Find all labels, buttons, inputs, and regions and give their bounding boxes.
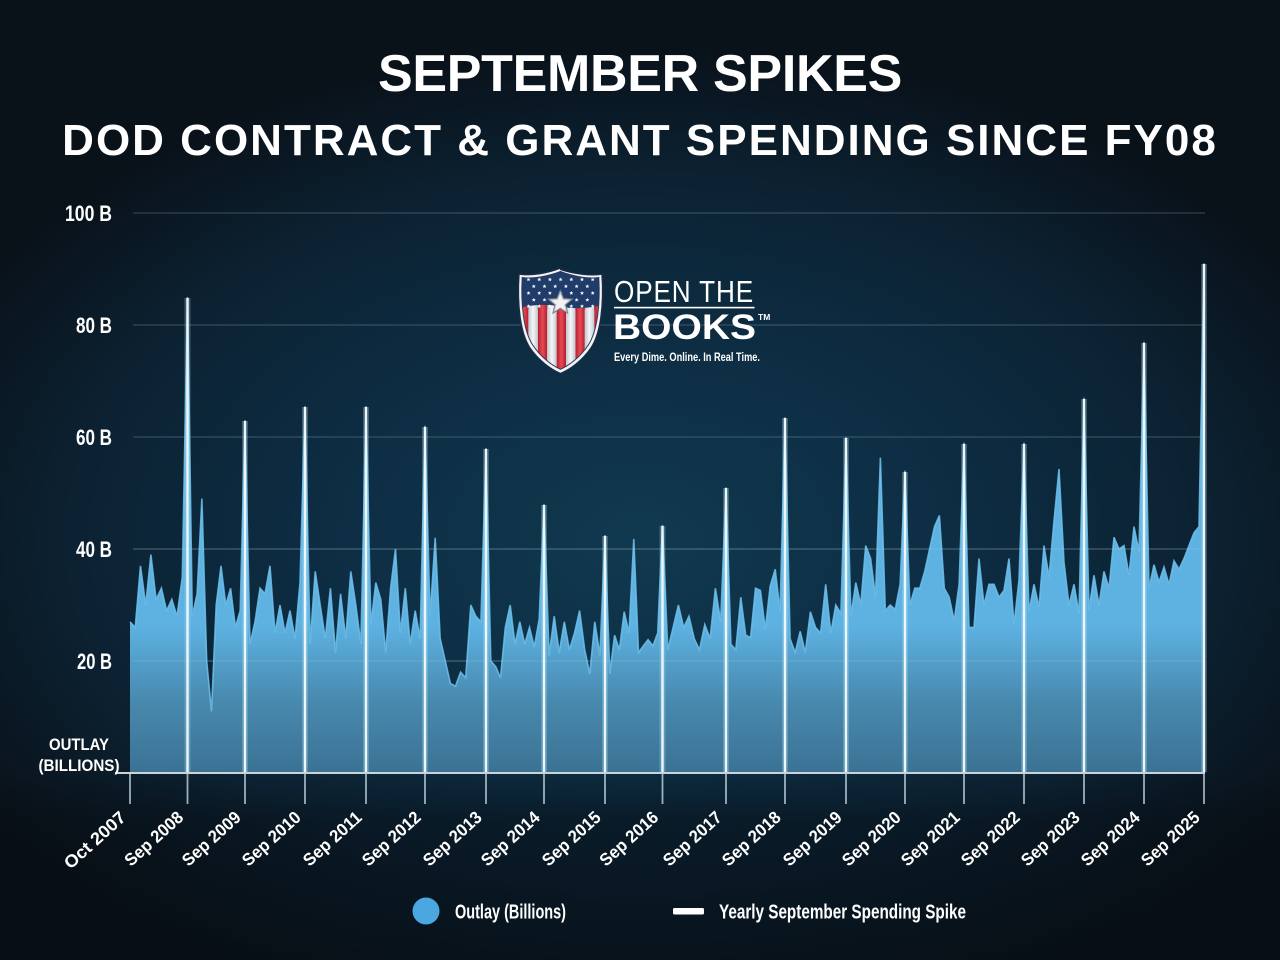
svg-text:Sep 2019: Sep 2019 (779, 807, 846, 870)
svg-text:Sep 2021: Sep 2021 (897, 807, 964, 870)
svg-text:Sep 2008: Sep 2008 (120, 807, 187, 870)
svg-text:Sep 2015: Sep 2015 (538, 807, 605, 870)
svg-text:20 B: 20 B (77, 649, 112, 674)
svg-text:80 B: 80 B (76, 313, 112, 338)
svg-text:Sep 2014: Sep 2014 (477, 807, 544, 870)
svg-text:Sep 2013: Sep 2013 (419, 807, 486, 870)
svg-text:40 B: 40 B (76, 537, 112, 562)
svg-text:Sep 2025: Sep 2025 (1137, 807, 1204, 870)
svg-text:Oct 2007: Oct 2007 (60, 807, 130, 873)
svg-text:BOOKS: BOOKS (613, 307, 756, 347)
svg-text:Sep 2011: Sep 2011 (299, 807, 366, 870)
svg-text:OUTLAY: OUTLAY (49, 735, 110, 754)
svg-text:OPEN THE: OPEN THE (614, 275, 754, 309)
svg-text:Sep 2017: Sep 2017 (659, 807, 726, 870)
svg-text:(BILLIONS): (BILLIONS) (39, 756, 120, 775)
svg-text:Sep 2016: Sep 2016 (595, 807, 662, 870)
svg-text:TM: TM (758, 312, 770, 322)
svg-text:Sep 2020: Sep 2020 (838, 807, 905, 870)
svg-text:Sep 2012: Sep 2012 (358, 807, 425, 870)
svg-text:Sep 2022: Sep 2022 (957, 807, 1024, 870)
svg-text:Sep 2018: Sep 2018 (718, 807, 785, 870)
svg-text:Outlay (Billions): Outlay (Billions) (455, 902, 566, 924)
svg-text:Yearly September Spending Spik: Yearly September Spending Spike (719, 902, 966, 924)
svg-text:Sep 2009: Sep 2009 (178, 807, 245, 870)
svg-text:60 B: 60 B (76, 425, 112, 450)
svg-text:100 B: 100 B (65, 201, 112, 226)
svg-text:Sep 2023: Sep 2023 (1017, 807, 1084, 870)
svg-text:Every Dime. Online. In Real Ti: Every Dime. Online. In Real Time. (614, 352, 760, 364)
svg-text:Sep 2010: Sep 2010 (238, 807, 305, 870)
svg-text:Sep 2024: Sep 2024 (1077, 807, 1144, 870)
